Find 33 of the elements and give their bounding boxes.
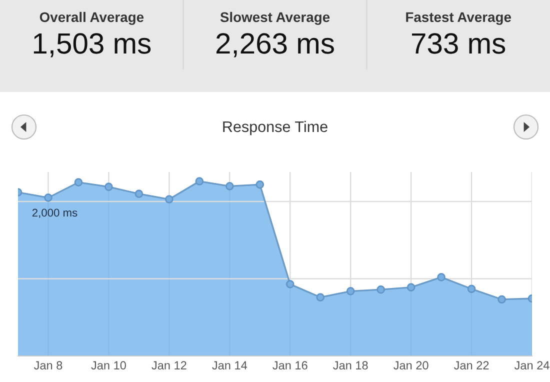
x-tick-label: Jan 12: [152, 361, 186, 370]
x-tick-label: Jan 14: [212, 361, 248, 370]
x-tick-label: Jan 18: [333, 361, 368, 370]
x-tick-label: Jan 16: [272, 361, 308, 370]
point: [134, 190, 144, 198]
x-tick-label: Jan 20: [394, 361, 428, 370]
x-tick-label: Jan 24: [514, 361, 550, 370]
point: [346, 287, 355, 296]
point: [225, 182, 234, 190]
text: 2,263 ms: [216, 33, 334, 58]
point: [165, 195, 174, 204]
point: [467, 284, 476, 294]
ref-line-label: 2,000 ms: [32, 208, 78, 218]
text: Fastest Average: [406, 12, 511, 25]
point: [195, 177, 204, 186]
x-tick-label: Jan 22: [454, 361, 489, 370]
point: [74, 178, 83, 186]
point: [316, 293, 325, 302]
point: [256, 180, 264, 189]
point: [286, 280, 294, 288]
text: Overall Average: [40, 12, 144, 25]
point: [437, 273, 446, 282]
x-tick-label: Jan 10: [91, 361, 126, 370]
chart-title: Response Time: [223, 120, 328, 136]
text: 1,503 ms: [34, 33, 151, 58]
point: [44, 194, 52, 202]
point: [376, 285, 385, 294]
point: [104, 182, 113, 192]
text: 733 ms: [412, 33, 506, 54]
x-tick-label: Jan 8: [34, 361, 62, 370]
text: Slowest Average: [220, 12, 330, 25]
point: [498, 295, 506, 304]
point: [406, 283, 416, 292]
